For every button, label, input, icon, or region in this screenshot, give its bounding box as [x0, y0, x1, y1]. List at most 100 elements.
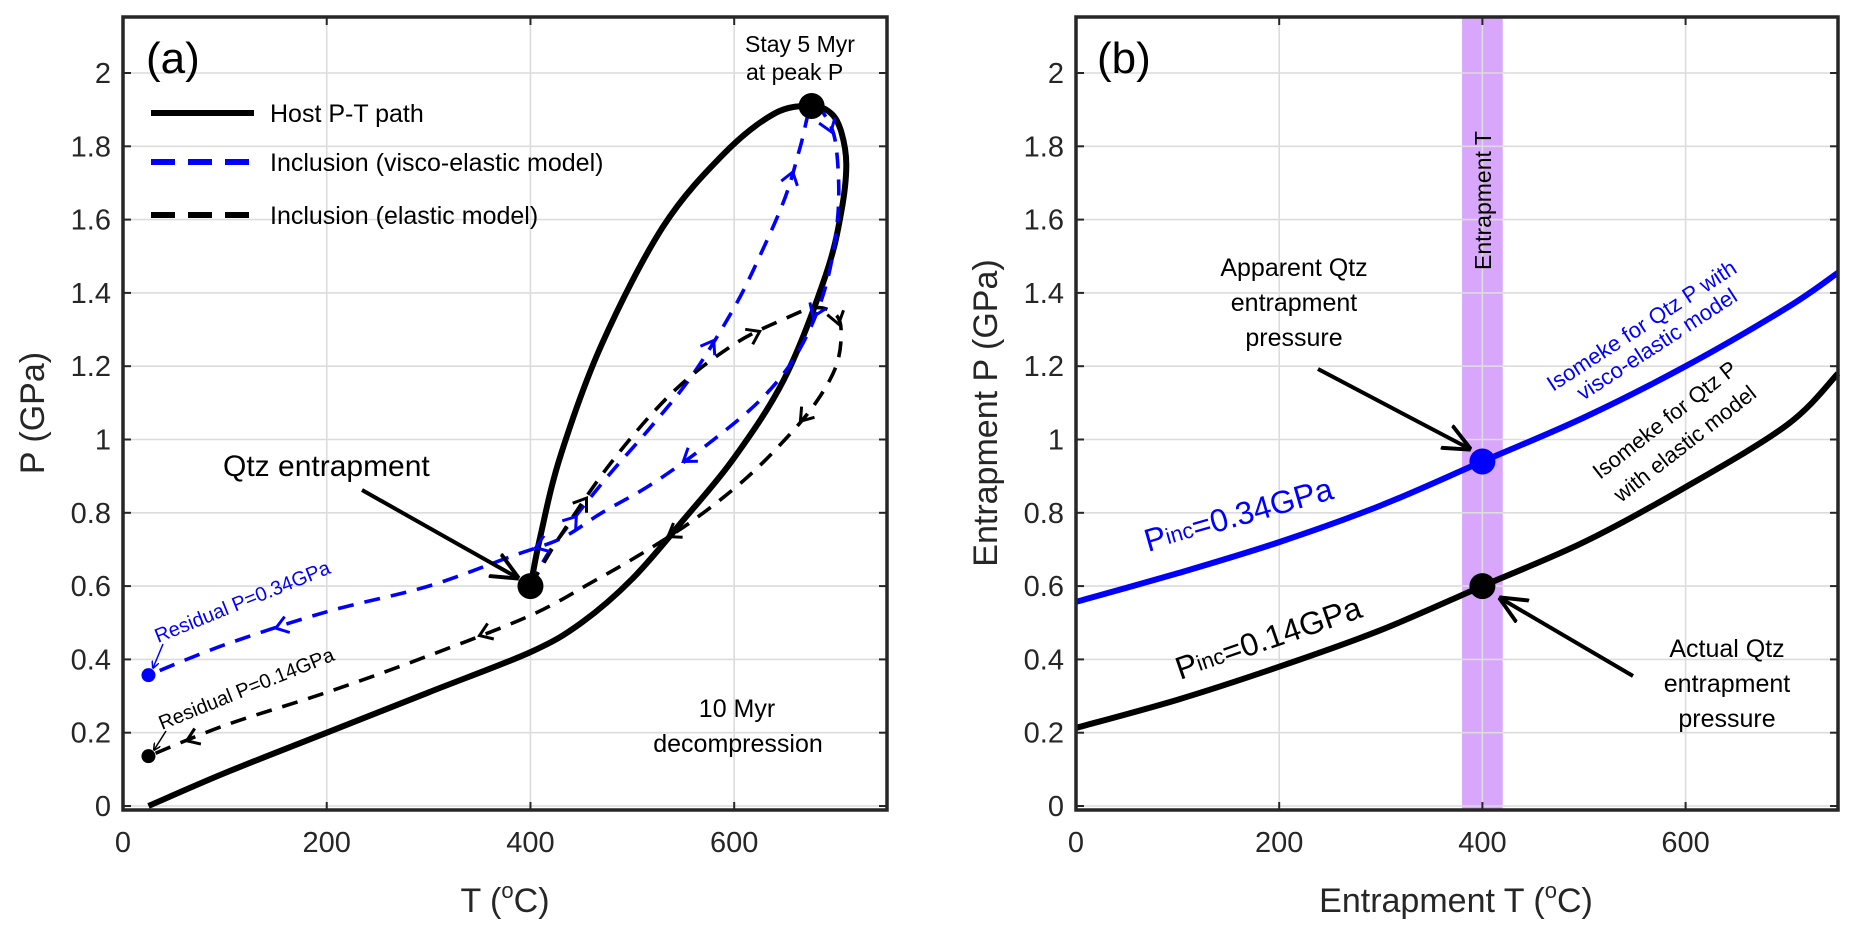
annotation-actual-line1: Actual Qtz: [1669, 635, 1784, 663]
panel-a-frame: [121, 15, 889, 812]
point-entrapment: [517, 573, 544, 600]
direction-arrow: [818, 117, 837, 135]
x-tick-label: 200: [303, 827, 351, 859]
y-tick-label: 0: [1048, 791, 1064, 823]
apparent-arrow: [1317, 367, 1470, 449]
annotation-peak-line1: Stay 5 Myr: [745, 31, 855, 57]
panel-a-xlabel: T (oC): [460, 878, 549, 920]
y-tick-label: 1.2: [1024, 351, 1064, 383]
annotation-peak-line2: at peak P: [746, 59, 843, 85]
y-tick-label: 0.2: [71, 718, 111, 750]
panel-a-ticks: 0 200 400 600 0 0.2 0.4 0.6 0.8 1 1.2 1.4 1.6 1.8 2: [71, 17, 887, 859]
panel-a-grid: [122, 17, 887, 810]
annotation-residual-visco: Residual P=0.34GPa: [152, 557, 335, 648]
pinc-visco-value: =0.34GPa: [1188, 470, 1338, 545]
legend-label-elastic: Inclusion (elastic model): [270, 202, 538, 230]
panel-b-ylabel: Entrapment P (GPa): [967, 259, 1005, 566]
y-tick-label: 1.4: [71, 278, 111, 310]
direction-arrow: [533, 534, 551, 553]
direction-arrow: [780, 169, 799, 187]
y-tick-label: 0: [95, 791, 111, 823]
annotation-actual-line3: pressure: [1678, 705, 1775, 733]
panel-b-label: (b): [1097, 34, 1151, 83]
panel-a-ylabel: P (GPa): [14, 352, 52, 474]
panel-a-series: [147, 102, 850, 809]
direction-arrow: [184, 727, 202, 746]
x-tick-label: 0: [115, 827, 131, 859]
x-tick-label: 0: [1068, 827, 1084, 859]
y-tick-label: 1.4: [1024, 278, 1064, 310]
xlabel-a-end: C): [514, 882, 550, 920]
panel-a-label: (a): [146, 34, 200, 83]
xlabel-a-base: T (: [460, 882, 502, 920]
annotation-decomp-line2: decompression: [653, 730, 823, 758]
panel-a: 0 200 400 600 0 0.2 0.4 0.6 0.8 1 1.2 1.4 1.6 1.8 2 (a…: [14, 15, 889, 920]
x-tick-label: 400: [1458, 827, 1506, 859]
annotation-entrapment: Qtz entrapment: [223, 450, 430, 483]
y-tick-label: 1: [95, 425, 111, 457]
legend-label-host: Host P-T path: [270, 100, 424, 128]
panel-a-points: [141, 92, 825, 764]
annotation-decomp-line1: 10 Myr: [699, 695, 775, 723]
point-residual-visco: [141, 668, 156, 683]
series-line-isomeke-visco: [1075, 270, 1840, 605]
y-tick-label: 1.8: [1024, 131, 1064, 163]
y-tick-label: 1.6: [1024, 205, 1064, 237]
y-tick-label: 1.6: [71, 205, 111, 237]
annotation-apparent-line2: entrapment: [1231, 289, 1358, 317]
annotation-actual-line2: entrapment: [1664, 670, 1791, 698]
legend-label-visco: Inclusion (visco-elastic model): [270, 149, 603, 177]
annotation-apparent-line1: Apparent Qtz: [1220, 254, 1367, 282]
y-tick-label: 0.8: [1024, 498, 1064, 530]
y-tick-label: 0.8: [71, 498, 111, 530]
panel-b: 0 200 400 600 0 0.2 0.4 0.6 0.8 1 1.2 1.4 1.6 1.8 2 (b…: [967, 15, 1841, 920]
direction-arrow: [699, 338, 717, 356]
point-apparent: [1469, 448, 1496, 475]
y-tick-label: 1.8: [71, 131, 111, 163]
direction-arrow: [273, 615, 291, 634]
pinc-elastic-value: =0.14GPa: [1217, 589, 1366, 670]
residual-elastic-arrow: [154, 730, 167, 750]
y-tick-label: 1.2: [71, 351, 111, 383]
band-label: Entrapment T: [1470, 131, 1496, 270]
direction-arrow: [665, 522, 683, 539]
annotation-residual-elastic: Residual P=0.14GPa: [156, 644, 339, 735]
x-tick-label: 600: [1661, 827, 1709, 859]
y-tick-label: 0.6: [71, 571, 111, 603]
actual-arrow: [1500, 598, 1635, 678]
y-tick-label: 2: [1048, 58, 1064, 90]
direction-arrow: [744, 327, 763, 346]
pinc-visco-label: Pinc=0.34GPa: [1140, 470, 1337, 558]
panel-a-legend: Host P-T path Inclusion (visco-elastic m…: [151, 100, 603, 230]
direction-arrow: [681, 447, 698, 464]
direction-arrow: [477, 622, 495, 641]
annotation-apparent-line3: pressure: [1245, 324, 1342, 352]
point-residual-elastic: [141, 749, 156, 764]
x-tick-label: 600: [710, 827, 758, 859]
xlabel-b-end: C): [1557, 882, 1593, 920]
panel-b-frame: [1074, 15, 1840, 812]
y-tick-label: 0.4: [1024, 644, 1064, 676]
entrapment-arrow: [361, 488, 518, 578]
direction-arrow: [808, 302, 827, 320]
panel-b-xlabel: Entrapment T (oC): [1319, 878, 1593, 920]
xlabel-b-base: Entrapment T (: [1319, 882, 1545, 920]
series-line-elastic: [147, 305, 843, 758]
direction-arrow: [826, 309, 845, 327]
panel-b-ticks: 0 200 400 600 0 0.2 0.4 0.6 0.8 1 1.2 1.4 1.6 1.8 2: [1024, 17, 1838, 859]
xlabel-a-sup: o: [501, 878, 513, 903]
direction-arrow: [572, 495, 588, 513]
residual-visco-arrow: [153, 643, 164, 668]
series-line-visco: [147, 102, 841, 677]
xlabel-b-sup: o: [1545, 878, 1557, 903]
y-tick-label: 0.4: [71, 644, 111, 676]
y-tick-label: 0.2: [1024, 718, 1064, 750]
direction-arrow: [561, 514, 578, 532]
point-actual: [1469, 573, 1496, 600]
panel-b-points: [1469, 448, 1496, 600]
series-line-host: [147, 102, 850, 809]
y-tick-label: 1: [1048, 425, 1064, 457]
direction-arrow: [798, 406, 815, 424]
y-tick-label: 0.6: [1024, 571, 1064, 603]
